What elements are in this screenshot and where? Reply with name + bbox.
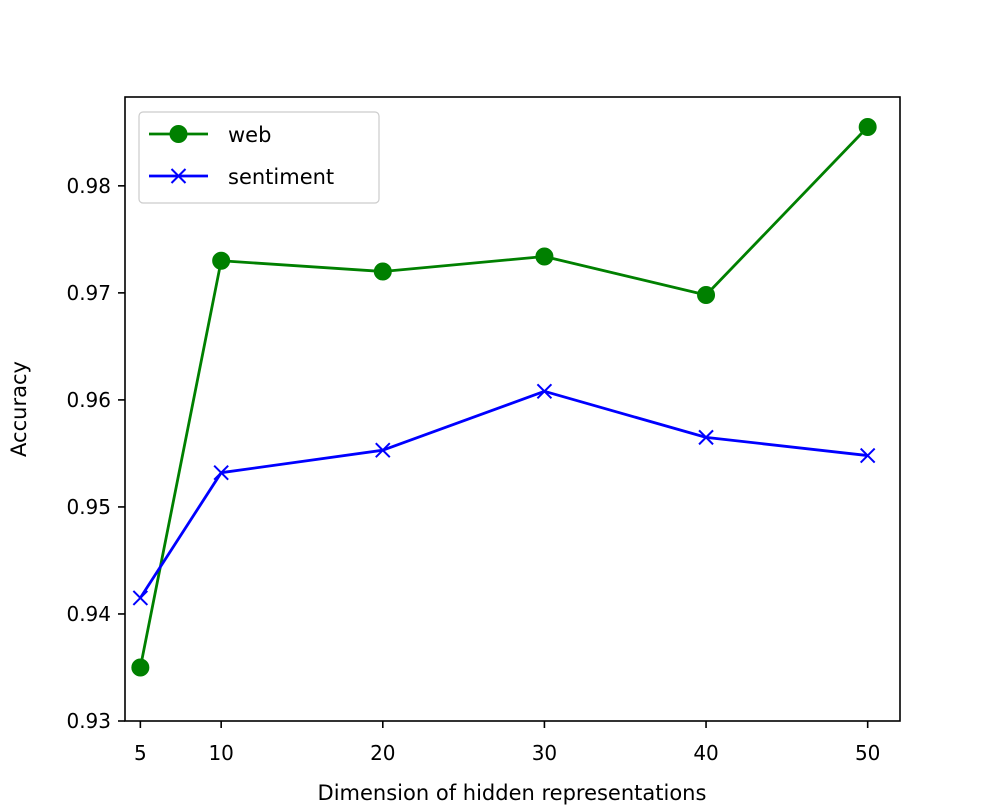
data-point-web [535, 247, 554, 266]
series-sentiment [132, 383, 876, 606]
y-axis-label: Accuracy [7, 361, 31, 457]
x-axis-label: Dimension of hidden representations [318, 781, 707, 805]
data-point-sentiment [859, 447, 876, 464]
y-tick-label: 0.96 [66, 388, 111, 412]
x-axis-ticks: 5 10 20 30 40 50 [134, 721, 880, 765]
y-tick-label: 0.94 [66, 602, 111, 626]
legend-label: sentiment [228, 165, 334, 189]
series-web [131, 117, 877, 677]
data-point-web [212, 251, 231, 270]
data-point-sentiment [698, 429, 714, 446]
legend-item-web: web [149, 123, 271, 147]
legend: web sentiment [138, 111, 380, 204]
legend-marker [169, 125, 188, 143]
x-tick-label: 30 [532, 741, 557, 765]
legend-marker [170, 168, 187, 184]
y-axis-ticks: 0.93 0.94 0.95 0.96 0.97 0.98 [66, 174, 125, 733]
plot-frame [124, 96, 901, 722]
data-point-web [373, 262, 392, 281]
data-point-web [858, 117, 877, 136]
y-tick-label: 0.97 [66, 281, 111, 305]
series-line-web [138, 125, 869, 668]
data-point-sentiment [132, 590, 149, 606]
data-point-sentiment [375, 442, 391, 458]
series-line-sentiment [139, 389, 868, 599]
y-tick-label: 0.95 [66, 495, 111, 519]
y-tick-label: 0.98 [66, 174, 111, 198]
series-layer [131, 117, 877, 677]
y-tick-label: 0.93 [66, 709, 111, 733]
data-point-sentiment [213, 464, 229, 481]
x-tick-label: 40 [693, 741, 718, 765]
x-tick-label: 20 [370, 741, 395, 765]
x-tick-label: 5 [134, 741, 147, 765]
data-point-sentiment [536, 383, 553, 400]
x-tick-label: 50 [855, 741, 880, 765]
x-tick-label: 10 [208, 741, 233, 765]
data-point-web [697, 286, 716, 305]
data-point-web [131, 658, 150, 677]
legend-item-sentiment: sentiment [149, 165, 334, 189]
legend-label: web [228, 123, 271, 147]
